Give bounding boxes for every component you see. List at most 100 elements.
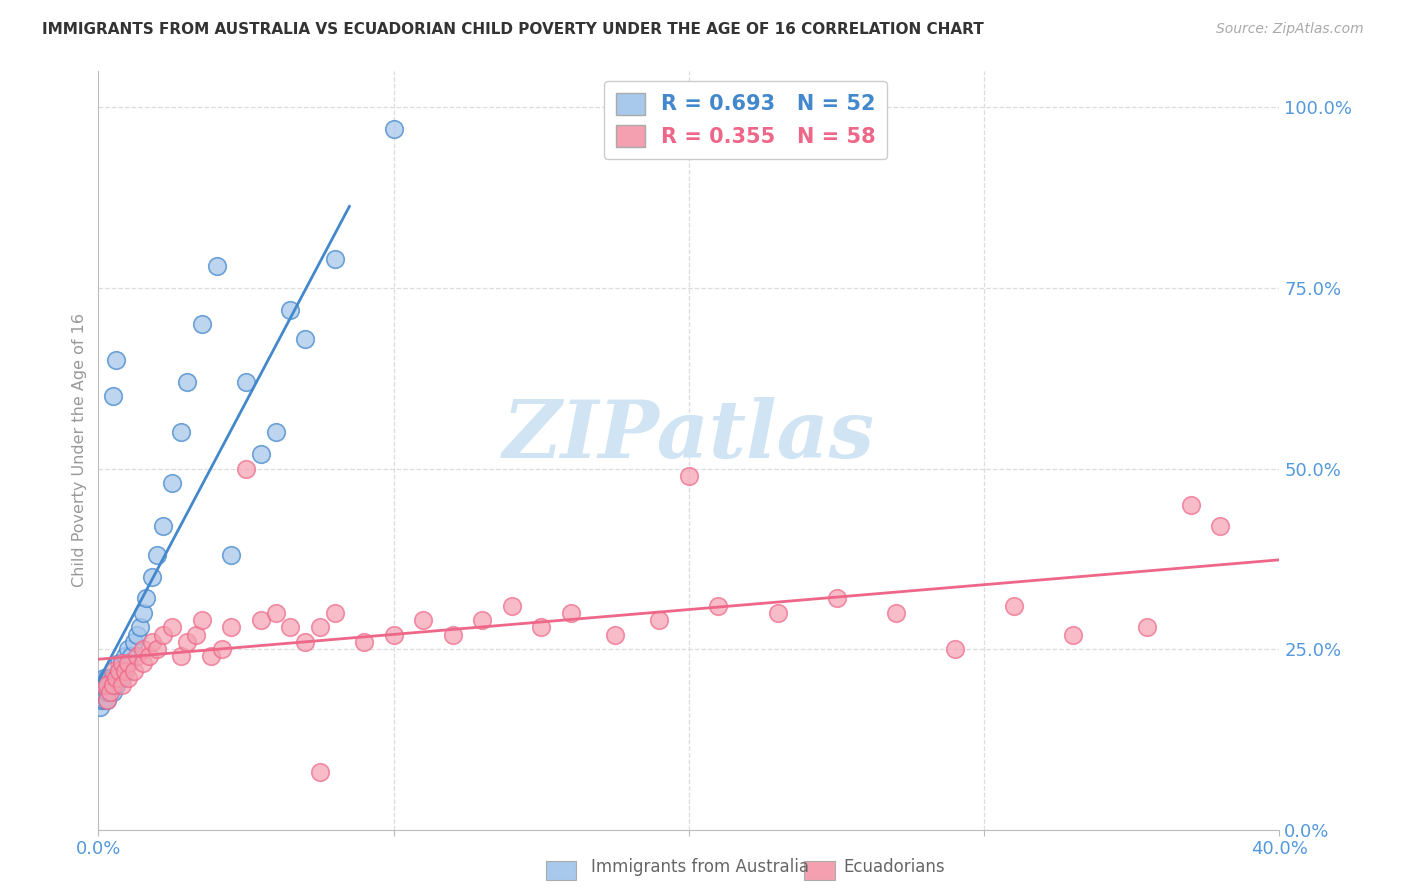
Point [250,613,273,627]
Point [132,657,155,671]
Point [114,664,136,678]
Point [105,353,128,368]
Point [250,447,273,461]
Point [323,606,346,620]
Point [264,606,287,620]
Point [141,570,163,584]
Point [382,122,405,136]
Point [96,685,118,699]
Point [162,475,183,490]
Point [111,671,134,685]
Point [678,468,700,483]
Point [90,692,112,706]
Point [382,627,405,641]
Point [122,635,145,649]
Point [176,375,198,389]
Point [98,678,121,692]
Point [412,613,434,627]
Point [117,671,139,685]
Point [103,389,125,403]
Point [108,664,131,678]
Point [648,613,671,627]
Point [170,649,193,664]
Point [111,657,134,671]
Point [170,425,193,440]
Point [211,642,233,657]
Point [122,664,145,678]
Point [235,375,257,389]
Point [884,606,907,620]
Point [294,332,316,346]
Point [191,317,214,331]
Point [96,678,118,692]
Point [96,692,118,706]
Point [93,692,115,706]
Text: IMMIGRANTS FROM AUSTRALIA VS ECUADORIAN CHILD POVERTY UNDER THE AGE OF 16 CORREL: IMMIGRANTS FROM AUSTRALIA VS ECUADORIAN … [42,22,984,37]
Point [135,591,157,606]
Text: Immigrants from Australia: Immigrants from Australia [591,858,808,876]
Text: Source: ZipAtlas.com: Source: ZipAtlas.com [1216,22,1364,37]
Point [530,620,553,634]
Point [111,678,134,692]
Point [125,627,148,641]
Point [294,635,316,649]
Point [90,685,112,699]
Point [309,764,332,779]
Point [221,548,243,562]
Point [125,649,148,664]
Point [98,671,121,685]
Point [93,685,115,699]
Point [707,599,730,613]
Point [98,685,121,699]
Point [162,620,183,634]
Point [90,678,112,692]
Text: ZIPatlas: ZIPatlas [503,397,875,474]
Point [146,548,169,562]
Point [221,620,243,634]
Point [766,606,789,620]
Point [235,461,257,475]
Point [120,649,142,664]
Legend: R = 0.693   N = 52, R = 0.355   N = 58: R = 0.693 N = 52, R = 0.355 N = 58 [605,81,887,159]
Point [605,627,627,641]
Point [1136,620,1159,634]
Point [825,591,848,606]
Point [501,599,523,613]
Point [471,613,494,627]
Point [309,620,332,634]
Point [152,519,174,533]
Point [264,425,287,440]
Point [103,664,125,678]
Point [105,678,128,692]
Point [146,642,169,657]
Point [323,252,346,266]
Point [184,627,207,641]
Point [93,678,115,692]
Point [560,606,582,620]
Bar [804,861,835,880]
Point [93,678,115,692]
Point [141,635,163,649]
Point [103,685,125,699]
Point [89,699,111,714]
Point [191,613,214,627]
Point [117,657,139,671]
Bar [546,861,576,880]
Point [111,657,134,671]
Point [105,671,128,685]
Point [280,302,302,317]
Point [114,664,136,678]
Point [441,627,464,641]
Point [96,678,118,692]
Point [108,664,131,678]
Point [96,671,118,685]
Point [353,635,375,649]
Point [103,678,125,692]
Point [105,671,128,685]
Point [176,635,198,649]
Point [1062,627,1084,641]
Point [128,620,150,634]
Point [132,642,155,657]
Point [117,642,139,657]
Point [117,657,139,671]
